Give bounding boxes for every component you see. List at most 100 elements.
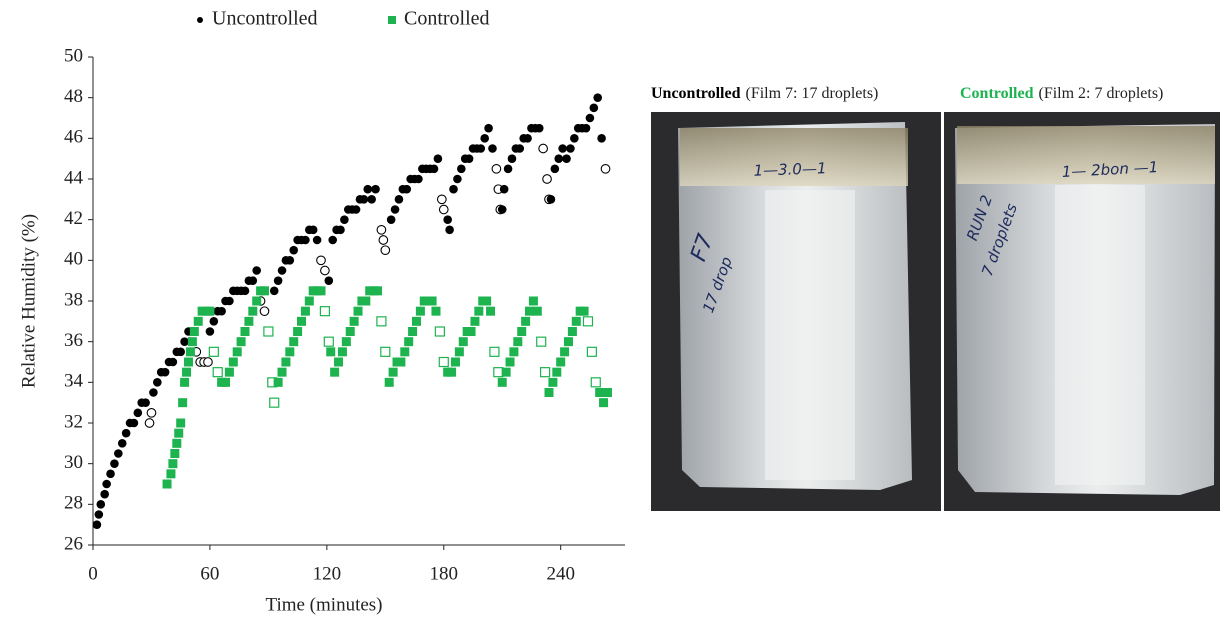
- data-point: [542, 174, 552, 184]
- data-point: [380, 346, 391, 357]
- data-point: [166, 469, 176, 479]
- data-point: [536, 336, 547, 347]
- data-point: [501, 367, 511, 377]
- data-point: [378, 235, 389, 245]
- data-point: [560, 347, 570, 357]
- data-point: [345, 327, 355, 336]
- data-point: [183, 357, 193, 367]
- data-point: [464, 154, 474, 163]
- data-point: [187, 337, 197, 347]
- data-point: [434, 326, 445, 337]
- data-point: [297, 316, 307, 326]
- data-point: [454, 347, 464, 357]
- data-point: [273, 377, 283, 387]
- data-point: [503, 164, 513, 174]
- photo-caption-detail: (Film 2: 7 droplets): [1038, 85, 1163, 102]
- data-point: [599, 398, 609, 408]
- data-point: [450, 357, 460, 367]
- data-point: [376, 316, 387, 327]
- data-point: [259, 286, 269, 296]
- data-point: [285, 256, 295, 265]
- data-point: [590, 377, 601, 388]
- data-point: [293, 327, 303, 336]
- data-point: [240, 286, 250, 296]
- data-point: [558, 144, 567, 153]
- data-point: [493, 367, 504, 378]
- data-point: [94, 510, 104, 519]
- data-point: [349, 316, 359, 326]
- data-point: [178, 398, 188, 408]
- y-tick-label: 40: [64, 249, 83, 270]
- data-point: [552, 367, 562, 377]
- data-point: [453, 174, 462, 184]
- data-point: [563, 337, 573, 347]
- handwriting: 1— 2bon —1: [1061, 158, 1158, 181]
- data-point: [394, 195, 404, 204]
- data-point: [497, 205, 507, 214]
- data-point: [562, 154, 571, 163]
- data-point: [330, 367, 340, 377]
- data-point: [176, 418, 186, 428]
- data-point: [586, 346, 597, 357]
- data-point: [497, 377, 507, 387]
- x-tick-label: 240: [546, 563, 575, 584]
- data-point: [170, 449, 180, 458]
- y-tick-label: 30: [64, 452, 83, 473]
- data-point: [404, 337, 414, 347]
- data-point: [431, 306, 441, 316]
- data-point: [402, 184, 412, 194]
- data-point: [438, 356, 449, 368]
- data-point: [396, 357, 406, 367]
- x-tick-label: 120: [313, 563, 342, 584]
- data-point: [429, 164, 439, 174]
- data-point: [141, 398, 150, 407]
- data-point: [185, 347, 195, 357]
- data-point: [581, 123, 591, 133]
- data-point: [308, 225, 318, 235]
- legend-marker: [197, 17, 203, 23]
- data-point: [289, 337, 299, 347]
- data-point: [162, 479, 172, 489]
- x-tick-label: 60: [200, 563, 219, 584]
- y-tick-label: 34: [64, 371, 84, 392]
- data-point: [269, 286, 279, 296]
- data-point: [353, 306, 363, 316]
- data-point: [328, 235, 337, 245]
- data-point: [482, 296, 492, 306]
- data-point: [277, 367, 287, 377]
- data-point: [232, 347, 242, 357]
- data-point: [273, 276, 283, 285]
- data-point: [180, 377, 190, 387]
- data-point: [320, 265, 330, 276]
- data-point: [212, 367, 223, 378]
- data-point: [411, 316, 421, 326]
- data-point: [447, 367, 457, 377]
- light-band: [1055, 185, 1145, 485]
- data-point: [160, 367, 170, 377]
- data-point: [486, 306, 496, 316]
- data-point: [505, 357, 515, 367]
- y-tick-label: 28: [64, 493, 83, 514]
- data-point: [337, 347, 347, 357]
- y-tick-label: 50: [64, 45, 83, 66]
- data-point: [579, 306, 589, 316]
- photo-panel: [651, 112, 1220, 511]
- data-point: [466, 327, 476, 336]
- light-band: [765, 190, 855, 480]
- data-point: [319, 306, 330, 317]
- data-point: [225, 296, 234, 306]
- data-point: [144, 418, 155, 428]
- data-point: [100, 489, 109, 499]
- data-point: [484, 123, 493, 133]
- data-point: [436, 194, 447, 205]
- data-point: [556, 357, 566, 367]
- data-point: [438, 204, 449, 215]
- data-point: [189, 327, 199, 336]
- data-point: [259, 306, 270, 317]
- y-tick-label: 46: [64, 127, 83, 148]
- legend-label: Uncontrolled: [212, 8, 318, 30]
- data-point: [110, 459, 119, 468]
- data-point: [589, 103, 599, 113]
- data-point: [476, 144, 486, 153]
